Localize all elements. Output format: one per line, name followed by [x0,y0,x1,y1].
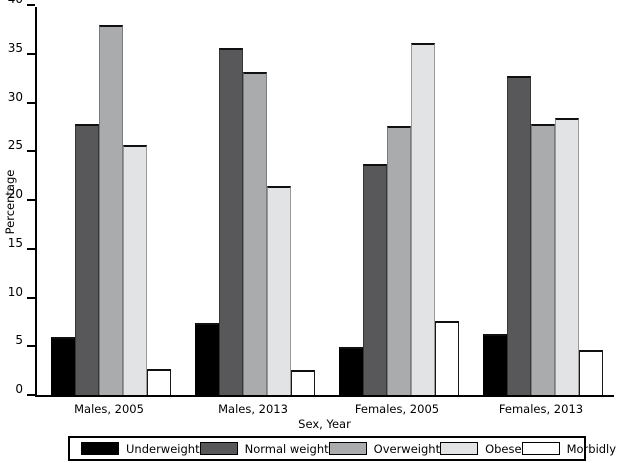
bar-underweight-males-2005 [51,337,75,395]
bar-group-females-2005 [339,43,459,395]
bar-underweight-females-2005 [339,347,363,395]
y-tick-label-35: 35 [7,40,23,55]
y-tick-20 [27,199,35,201]
x-label-males-2005: Males, 2005 [74,402,144,416]
legend: Underweight Normal weight Overweight Obese M… [68,436,617,461]
bar-overweight-females-2005 [387,125,411,395]
bar-group-males-2013 [195,47,315,395]
y-tick-10 [27,296,35,299]
y-tick-40 [27,4,35,6]
legend-item-overweight: Overweight [328,441,441,456]
bar-group-females-2013 [483,76,603,395]
bar-obese-females-2005 [411,43,435,395]
legend-swatch-morbidly-obese [521,442,560,455]
legend-swatch-normal-weight [199,442,238,455]
y-tick-30 [27,101,35,104]
bar-obese-males-2013 [267,186,291,395]
y-tick-label-5: 5 [15,333,23,348]
legend-label-underweight: Underweight [126,441,200,456]
bar-overweight-males-2013 [243,72,267,395]
y-axis-title: Percentage [3,169,17,235]
y-tick-label-30: 30 [7,89,23,104]
bar-morbidly-obese-males-2013 [291,369,315,395]
bar-underweight-females-2013 [483,333,507,395]
legend-label-normal-weight: Normal weight [244,441,329,456]
bar-obese-males-2005 [123,145,147,395]
bar-overweight-females-2013 [531,123,555,395]
x-label-females-2013: Females, 2013 [498,402,584,416]
y-tick-label-25: 25 [7,138,23,153]
bar-normal-weight-females-2005 [363,163,387,395]
y-tick-0 [27,394,35,396]
y-tick-label-0: 0 [15,382,23,396]
bar-morbidly-obese-males-2005 [147,368,171,395]
legend-label-overweight: Overweight [373,441,441,456]
legend-swatch-obese [440,442,479,455]
legend-swatch-underweight [81,442,119,455]
bar-groups [37,7,614,395]
legend-item-morbidly-obese: Morbidly obese [521,441,617,456]
bar-obese-females-2013 [555,118,579,395]
x-label-females-2005: Females, 2005 [354,402,440,416]
legend-label-obese: Obese [485,441,522,456]
legend-item-underweight: Underweight [81,442,200,456]
bar-morbidly-obese-females-2005 [435,320,459,395]
bar-normal-weight-females-2013 [507,76,531,395]
y-tick-5 [27,345,35,348]
y-tick-label-10: 10 [7,284,23,299]
y-tick-15 [27,247,35,250]
bar-overweight-males-2005 [99,24,123,395]
y-tick-35 [27,52,35,55]
legend-label-morbidly-obese: Morbidly obese [566,441,617,456]
bar-underweight-males-2013 [195,322,219,395]
bar-normal-weight-males-2013 [219,47,243,395]
y-tick-25 [27,150,35,153]
legend-item-obese: Obese [440,442,522,456]
legend-item-normal-weight: Normal weight [199,441,329,456]
x-axis-title: Sex, Year [298,417,351,431]
bar-group-males-2005 [51,24,171,395]
plot-area: 0 5 10 15 20 25 30 35 40 [8,0,614,397]
legend-swatch-overweight [328,442,367,455]
y-tick-label-40: 40 [8,0,23,5]
y-tick-label-20: 20 [7,187,23,201]
bar-morbidly-obese-females-2013 [579,350,603,395]
x-label-males-2013: Males, 2013 [218,402,288,416]
bar-normal-weight-males-2005 [75,123,99,395]
y-tick-label-15: 15 [7,235,23,250]
x-axis-category-labels: Males, 2005 Males, 2013 Females, 2005 Femal… [35,402,614,416]
